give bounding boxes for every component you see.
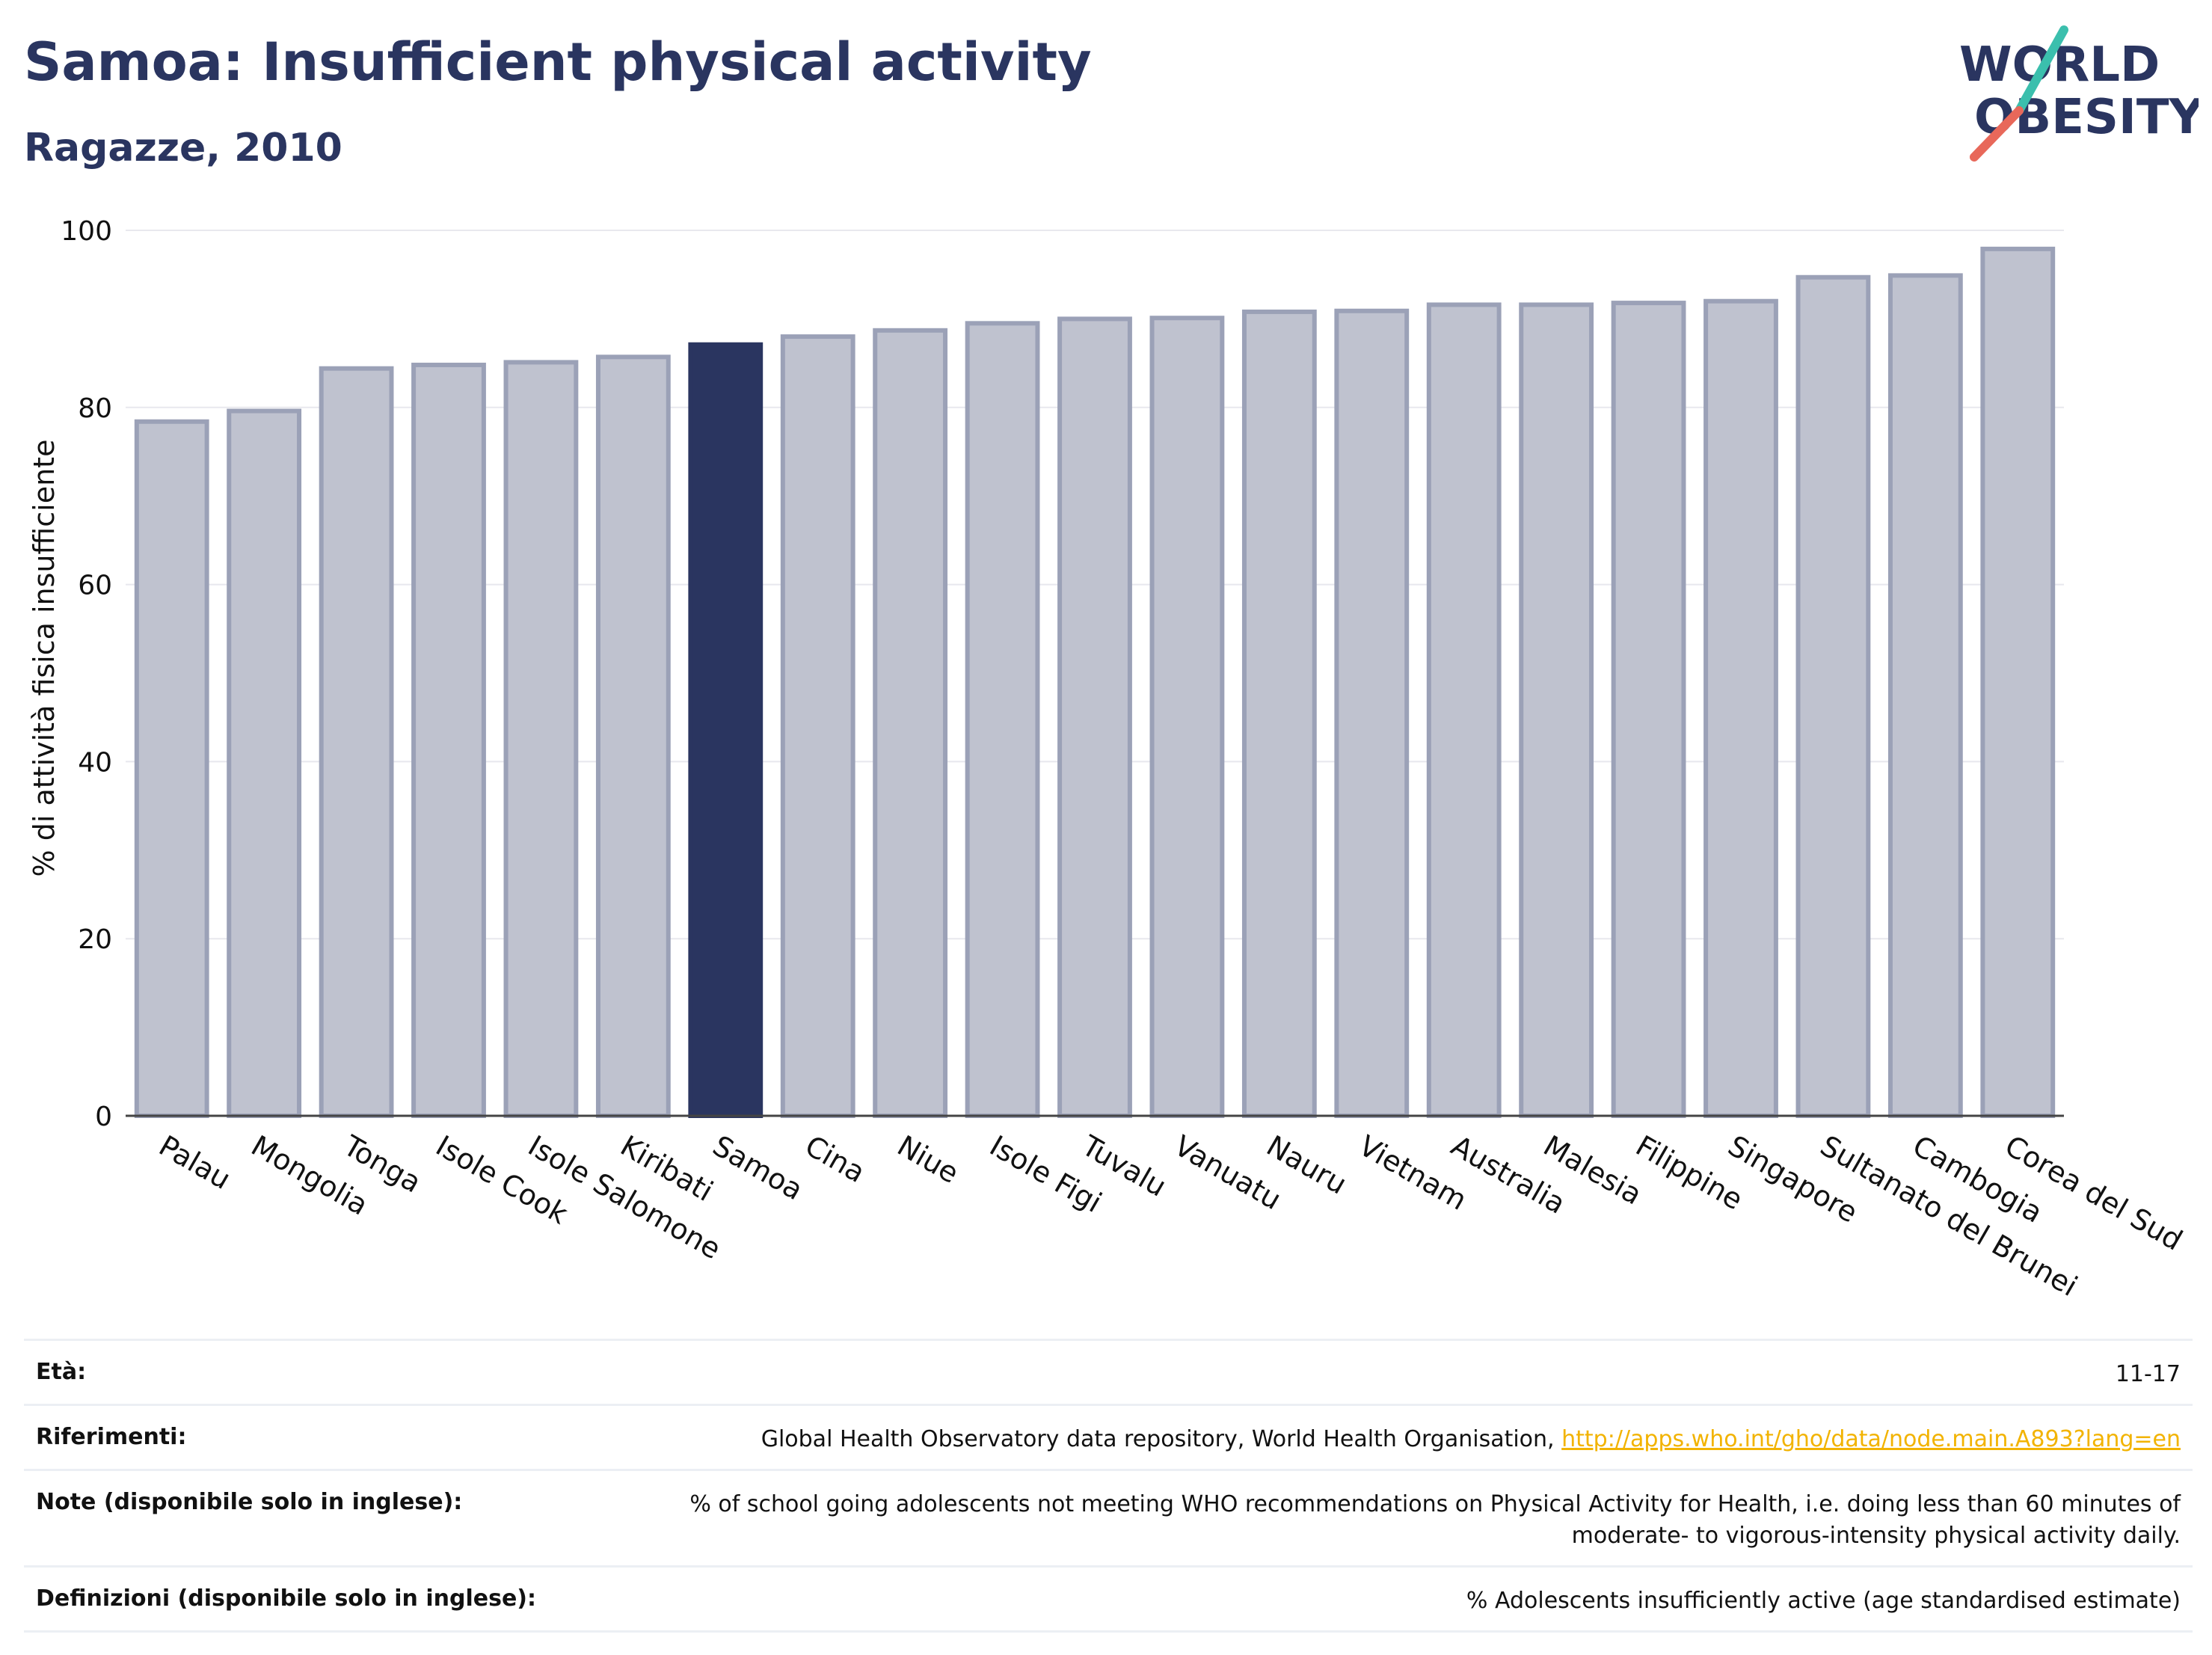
definitions-value: % Adolescents insufficiently active (age… xyxy=(1466,1588,2181,1614)
bar xyxy=(1426,302,1502,1118)
x-tick-label: Niue xyxy=(892,1129,965,1190)
bar xyxy=(1611,301,1686,1118)
bar xyxy=(965,321,1040,1119)
y-tick-label: 80 xyxy=(78,393,112,424)
bars xyxy=(134,246,2056,1119)
references-value: Global Health Observatory data repositor… xyxy=(761,1424,2181,1455)
x-tick-label: Samoa xyxy=(707,1129,808,1207)
logo-slash-coral xyxy=(1970,106,2024,162)
info-table: Età: 11-17 Riferimenti: Global Health Ob… xyxy=(24,1339,2193,1633)
chart-subtitle: Ragazze, 2010 xyxy=(24,126,342,171)
bar xyxy=(1241,309,1317,1119)
bar xyxy=(1887,273,1963,1118)
row-age: Età: 11-17 xyxy=(24,1339,2193,1404)
definitions-label: Definizioni (disponibile solo in inglese… xyxy=(36,1585,536,1612)
y-tick-label: 40 xyxy=(78,747,112,778)
bar xyxy=(1334,308,1410,1118)
y-tick-label: 60 xyxy=(78,571,112,601)
x-tick-label: Palau xyxy=(153,1129,236,1196)
bar xyxy=(1149,316,1225,1119)
bar xyxy=(1703,298,1778,1119)
row-notes: Note (disponibile solo in inglese): % of… xyxy=(24,1469,2193,1565)
bar xyxy=(1057,316,1132,1118)
bar xyxy=(227,408,302,1118)
world-obesity-logo: WORLD OBESITY xyxy=(1959,25,2199,162)
references-label: Riferimenti: xyxy=(36,1424,187,1450)
notes-label: Note (disponibile solo in inglese): xyxy=(36,1489,463,1515)
age-value: 11-17 xyxy=(2115,1361,2181,1387)
bar xyxy=(1795,274,1871,1119)
y-tick-label: 0 xyxy=(95,1102,112,1132)
x-tick-label: Vanuatu xyxy=(1169,1129,1287,1216)
bar xyxy=(595,354,671,1118)
bar xyxy=(1519,302,1594,1118)
bar xyxy=(780,334,855,1119)
references-link[interactable]: http://apps.who.int/gho/data/node.main.A… xyxy=(1561,1426,2181,1452)
y-axis-label: % di attività fisica insufficiente xyxy=(28,440,61,877)
x-tick-label: Cina xyxy=(799,1129,870,1189)
y-axis-ticks: 0 20 40 60 80 100 xyxy=(61,216,112,1132)
references-text: Global Health Observatory data repositor… xyxy=(761,1426,1555,1452)
bar xyxy=(503,360,579,1118)
chart-title: Samoa: Insufficient physical activity xyxy=(24,31,1092,93)
bar xyxy=(319,366,394,1119)
age-label: Età: xyxy=(36,1359,87,1385)
y-tick-label: 20 xyxy=(78,924,112,955)
bar xyxy=(1980,246,2056,1118)
bar xyxy=(411,362,486,1118)
logo-slash-teal xyxy=(2015,25,2068,115)
row-references: Riferimenti: Global Health Observatory d… xyxy=(24,1404,2193,1469)
bar xyxy=(134,419,209,1118)
bar xyxy=(873,328,948,1118)
row-definitions: Definizioni (disponibile solo in inglese… xyxy=(24,1565,2193,1633)
notes-value: % of school going adolescents not meetin… xyxy=(689,1491,2181,1549)
bar xyxy=(688,342,764,1119)
y-tick-label: 100 xyxy=(61,216,112,247)
